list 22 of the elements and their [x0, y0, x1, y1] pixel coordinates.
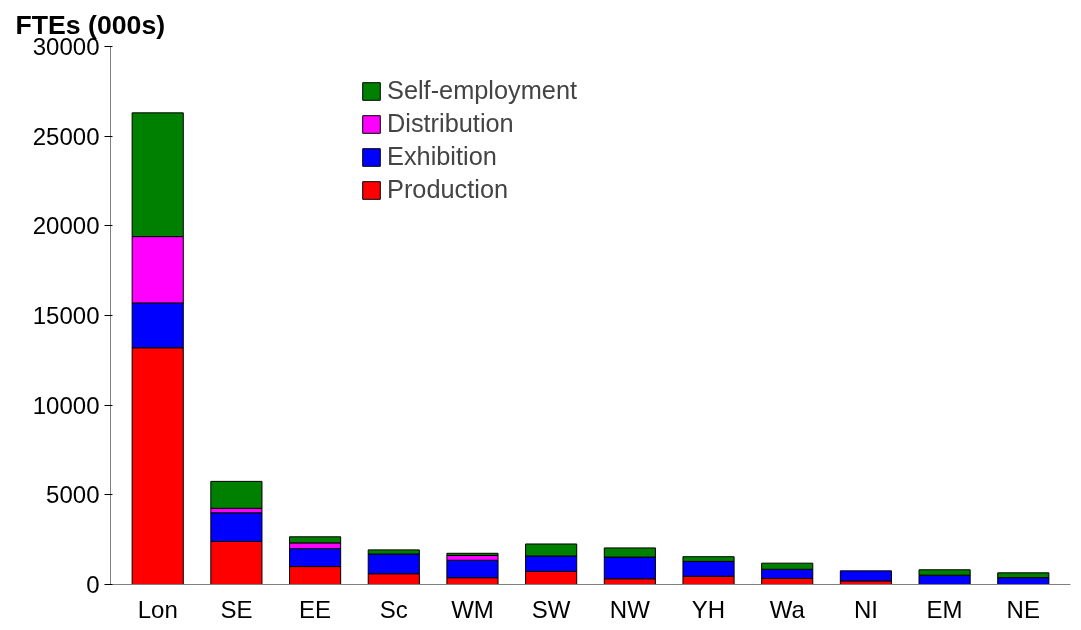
y-tick-label: 0	[86, 571, 100, 598]
x-tick-label: SW	[531, 595, 571, 623]
x-tick-label: Sc	[379, 595, 408, 623]
y-tick-label: 20000	[32, 212, 100, 240]
x-tick-label: NI	[853, 595, 878, 623]
y-tick-label: 15000	[32, 302, 100, 329]
x-tick-label: WM	[451, 595, 494, 623]
y-tick-label: 5000	[46, 481, 100, 509]
legend-label: Self-employment	[387, 76, 578, 105]
legend-label: Production	[387, 175, 509, 204]
y-tick-label: 10000	[32, 391, 100, 419]
x-tick-label: NW	[609, 595, 651, 623]
x-tick-label: SE	[220, 595, 253, 623]
x-tick-label: NE	[1006, 595, 1040, 623]
x-tick-label: EM	[926, 595, 963, 623]
y-tick-label: 25000	[32, 122, 100, 150]
x-tick-label: EE	[299, 595, 332, 623]
legend-label: Exhibition	[387, 142, 497, 171]
x-tick-label: Lon	[137, 595, 178, 623]
legend-label: Distribution	[387, 109, 514, 138]
x-tick-label: Wa	[769, 595, 806, 623]
x-tick-label: YH	[691, 595, 726, 623]
